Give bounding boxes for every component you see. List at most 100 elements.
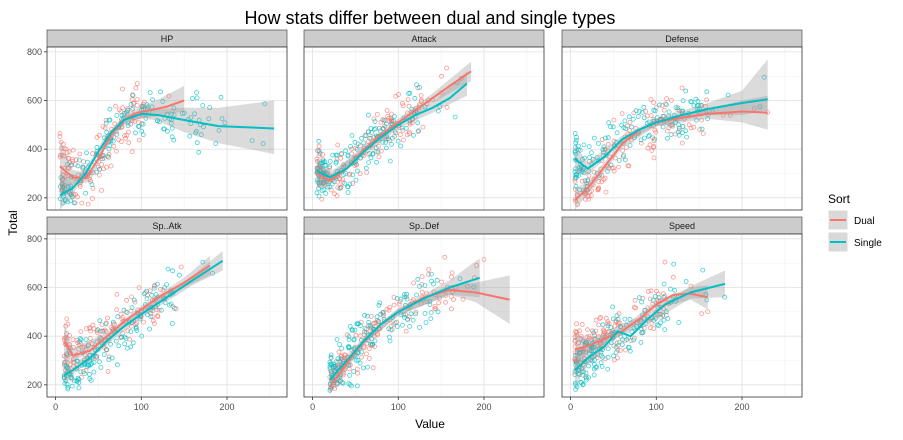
point-dual [328,187,334,193]
point-single [369,130,374,136]
point-single [427,301,433,307]
point-single [188,115,194,120]
point-single [612,143,618,149]
point-dual [154,307,160,313]
point-single [69,383,75,389]
point-dual [583,196,588,202]
point-single [675,105,681,111]
point-single [60,185,66,191]
point-dual [78,329,84,335]
point-single [457,276,463,282]
point-single [636,295,642,301]
point-dual [340,372,346,378]
point-dual [63,323,69,329]
facet-strip-label: Sp..Atk [152,221,182,231]
point-single [387,158,393,164]
point-single [346,334,352,340]
point-single [368,336,374,342]
point-single [345,152,351,158]
point-single [435,309,441,315]
facet-border [303,233,545,398]
point-dual [96,172,102,178]
point-dual [87,335,93,341]
point-single [673,105,679,110]
point-dual [73,157,79,163]
point-dual [338,185,344,191]
point-single [249,138,255,144]
point-single [637,108,642,114]
point-dual [618,347,623,353]
point-single [91,369,97,375]
point-single [668,286,673,292]
point-single [572,169,578,175]
point-dual [404,132,410,138]
point-single [639,109,645,115]
point-dual [370,365,376,371]
point-single [355,350,361,355]
point-single [428,310,434,316]
point-dual [151,321,157,327]
point-dual [350,181,356,186]
point-dual [336,349,342,355]
point-single [366,319,372,325]
y-tick-label: 400 [27,331,42,341]
point-single [583,370,589,376]
facet-plot-area [562,234,802,397]
point-dual [591,169,597,175]
point-single [200,259,206,265]
point-single [431,281,436,287]
point-dual [99,187,104,193]
point-single [362,312,368,318]
point-dual [57,130,63,136]
point-single [365,112,371,118]
point-single [691,103,697,108]
point-dual [108,163,114,169]
point-single [392,320,398,326]
point-dual [120,105,126,111]
point-single [428,316,434,322]
point-single [380,126,386,132]
point-dual [95,330,100,335]
point-single [596,141,601,146]
point-dual [647,296,653,302]
point-single [610,304,615,310]
point-single [194,90,199,95]
point-single [404,291,410,297]
point-single [660,124,666,130]
point-single [367,150,373,156]
point-single [200,103,206,108]
point-single [75,163,81,169]
point-dual [396,92,401,97]
x-tick-label: 100 [391,402,406,412]
point-single [605,354,611,360]
point-single [588,357,594,363]
point-single [207,105,213,110]
point-dual [94,134,100,140]
confidence-band-single [574,59,768,175]
point-single [359,349,365,355]
point-single [605,135,611,141]
y-tick-label: 600 [27,96,42,106]
point-single [587,154,592,160]
point-single [757,104,763,110]
point-single [125,120,131,126]
point-dual [619,111,625,116]
point-dual [651,155,657,161]
point-single [71,378,77,384]
point-dual [647,325,653,331]
point-single [610,124,616,130]
point-single [356,321,362,327]
point-dual [605,141,611,147]
x-tick-label: 100 [649,402,664,412]
point-single [124,310,130,315]
point-dual [442,254,448,260]
point-single [194,140,200,146]
point-single [572,380,578,386]
point-single [386,326,392,332]
point-single [338,356,344,362]
point-single [95,327,101,333]
point-single [345,344,351,350]
y-tick-label: 200 [27,193,42,203]
point-dual [150,313,156,319]
point-single [407,90,413,96]
